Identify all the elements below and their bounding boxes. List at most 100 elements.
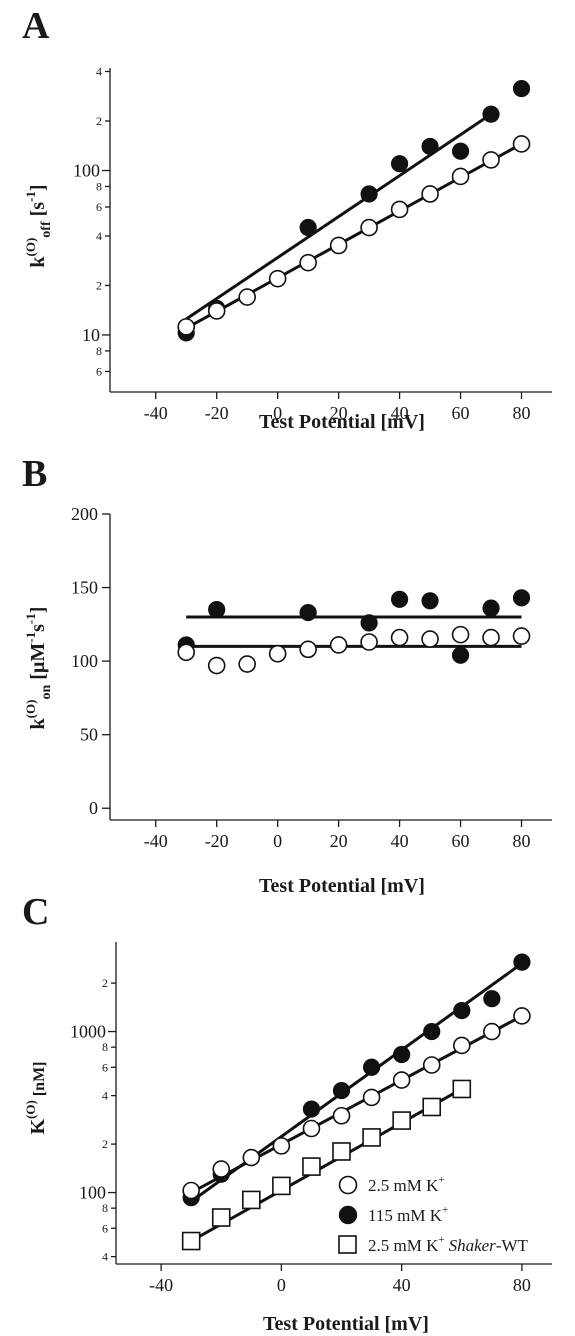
panel-a-x-tick-label: 40 (391, 403, 409, 423)
panel-b-series-2-point (207, 656, 226, 675)
panel-a-y-minor-tick-label: 6 (96, 364, 102, 378)
panel-c-x-tick-label: 0 (277, 1275, 286, 1295)
panel-b-x-axis-title: Test Potential [mV] (259, 875, 425, 897)
panel-c-series-2-point (332, 1081, 351, 1100)
panel-b-series-1-point (299, 603, 317, 622)
panel-a-series-1-point (451, 142, 470, 160)
panel-c-series-2-point (513, 953, 531, 971)
panel-a-y-minor-tick-label: 2 (96, 114, 102, 128)
panel-b-series-1-point (451, 646, 470, 664)
panel-b-series-1-point (360, 614, 378, 632)
panel-a-y-major-tick-label: 100 (73, 161, 100, 181)
panel-a-series-2-point (451, 167, 470, 186)
panel-a-x-tick-label: 0 (273, 403, 282, 423)
panel-c-y-minor-tick-label: 2 (102, 976, 108, 990)
panel-c-series-2-point (362, 1058, 381, 1076)
panel-a-series-2-fit-line (185, 142, 523, 330)
panel-c-y-title-unit: [nM] (31, 1062, 48, 1101)
panel-a-series-2-point (268, 269, 287, 288)
panel-c-series-2-point (393, 1045, 411, 1064)
panel-c-y-axis-title: K(O) [nM] (23, 1062, 49, 1135)
panel-b-y-title-sub: on (39, 685, 54, 700)
panel-c-y-minor-tick-label: 6 (102, 1221, 108, 1235)
legend-entry-1-label: 2.5 mM K+ (368, 1174, 445, 1195)
panel-c-series-1-point (212, 1160, 231, 1178)
panel-a-y-axis-title: k(O)off [s-1] (23, 184, 54, 267)
panel-b-x-tick-label: 60 (452, 831, 470, 851)
panel-c-series-1-point (242, 1148, 261, 1167)
panel-a-y-title-main: k (27, 256, 49, 268)
panel-c-series-3-point (452, 1079, 472, 1099)
panel-a-x-tick-label: 60 (452, 403, 470, 423)
panel-c-y-minor-tick-label: 6 (102, 1060, 108, 1074)
panel-c-series (181, 953, 531, 1251)
legend-entry-3-extra: Shaker (449, 1236, 497, 1255)
panel-a-series-2-point (421, 185, 439, 203)
panel-a-y-minor-tick-label: 6 (96, 200, 102, 214)
panel-a-series-2-point (207, 302, 226, 320)
panel-a-x-tick-label: 80 (513, 403, 531, 423)
panel-a-y-minor-tick-label: 2 (96, 278, 102, 292)
panel-letter-a: A (22, 5, 50, 47)
panel-c-series-3-point (362, 1128, 381, 1147)
panel-b-series-2-point (482, 628, 500, 647)
panel-b-x-tick-label: 20 (330, 831, 348, 851)
panel-c-y-title-sup: (O) (23, 1100, 38, 1119)
panel-b-x-tick-label: 80 (513, 831, 531, 851)
panel-c-series-1-point (332, 1106, 351, 1125)
panel-c-x-tick-label: 40 (393, 1275, 411, 1295)
panel-c-series-2-fit-line (190, 962, 523, 1203)
panel-c-series-1-point (422, 1056, 441, 1074)
panel-letter-b: B (22, 453, 47, 495)
panel-c-y-minor-tick-label: 8 (102, 1040, 108, 1054)
panel-a-y-minor-tick-label: 8 (96, 344, 102, 358)
panel-a-series-2-point (390, 200, 409, 219)
panel-a-y-major-tick-label: 10 (82, 325, 100, 345)
panel-c-y-minor-tick-label: 2 (102, 1137, 108, 1151)
panel-a-series-2-point (512, 135, 531, 153)
panel-c-series-1-point (182, 1181, 200, 1200)
panel-c-series-3-fit-line (190, 1087, 463, 1243)
panel-b-y-tick-label: 100 (71, 651, 98, 671)
panel-a-y-minor-tick-label: 4 (96, 229, 102, 243)
panel-b-y-tick-label: 200 (71, 504, 98, 524)
panel-c-y-major-tick-label: 1000 (70, 1022, 106, 1042)
panel-a-series-2-point (177, 318, 196, 336)
panel-b-y-title-unit-sup2: -1 (23, 613, 38, 624)
panel-a-series-2-point (360, 218, 378, 237)
panel-c-series-1-point (272, 1137, 291, 1155)
legend-entry-3-extra-suffix: -WT (496, 1236, 529, 1255)
panel-c-axes: -40 0 40 80 100 1000 4 6 8 2 4 6 8 2 (70, 942, 552, 1295)
legend-entry-3-text: 2.5 mM K (368, 1236, 439, 1255)
legend-entry-1-text: 2.5 mM K (368, 1176, 439, 1195)
panel-a-x-tick-label: 20 (330, 403, 348, 423)
panel-a-y-minor-tick-label: 4 (96, 64, 102, 78)
panel-c-x-tick-label: 80 (513, 1275, 531, 1295)
panel-b-series-2-point (512, 627, 531, 645)
panel-a-series-2-point (329, 236, 348, 255)
panel-a-series-1-point (512, 79, 531, 98)
chart-panel-c: -40 0 40 80 100 1000 4 6 8 2 4 6 8 2 Test Potential [… (23, 942, 552, 1335)
panel-c-series-1-point (483, 1022, 501, 1041)
panel-c-series-3-point (302, 1157, 321, 1176)
panel-b-series-1-point (512, 589, 531, 607)
legend-entry-2-text: 115 mM K (368, 1206, 443, 1225)
panel-a-y-minor-tick-label: 8 (96, 179, 102, 193)
panel-b-series-1-point (421, 592, 439, 610)
panel-c-x-tick-label: -40 (149, 1275, 173, 1295)
panel-a-series-1-fit-line (185, 112, 492, 321)
panel-c-legend: 2.5 mM K+ 115 mM K+ 2.5 mM K+ Shaker-WT (338, 1174, 529, 1255)
panel-c-series-1-point (452, 1036, 471, 1055)
panel-b-x-tick-label: 40 (391, 831, 409, 851)
panel-a-y-title-unit: [s (27, 202, 49, 222)
panel-c-series-3-point (332, 1142, 351, 1161)
panel-b-y-title-main: k (27, 717, 49, 729)
panel-a-y-title-sup: (O) (23, 238, 38, 257)
panel-c-series-2-point (483, 990, 501, 1008)
legend-entry-2-sup: + (442, 1204, 448, 1216)
panel-b-series-2-point (360, 633, 378, 651)
panel-c-series-1-point (302, 1119, 321, 1138)
panel-b-x-tick-label: -20 (205, 831, 229, 851)
panel-c-series-3-point (272, 1176, 291, 1196)
